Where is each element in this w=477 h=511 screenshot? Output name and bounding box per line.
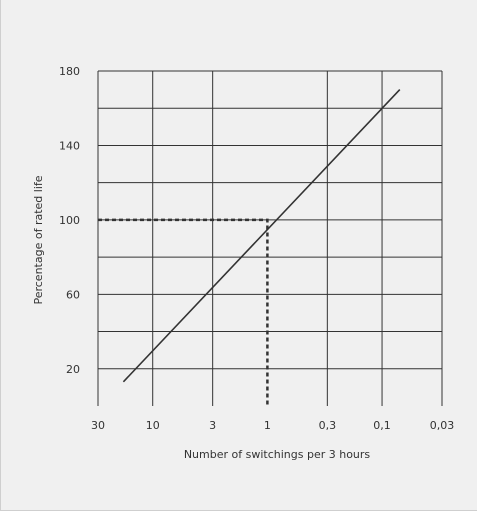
x-tick-label: 0,1	[373, 419, 391, 432]
y-tick-label: 100	[59, 214, 80, 227]
y-tick-label: 180	[59, 65, 80, 78]
series-line	[122, 89, 401, 383]
x-tick-label: 0,03	[430, 419, 455, 432]
dashed-reference-line	[98, 218, 269, 406]
y-axis-label: Percentage of rated life	[32, 175, 45, 304]
series-group	[122, 89, 401, 383]
x-tick-label: 30	[91, 419, 105, 432]
x-tick-label: 0,3	[319, 419, 337, 432]
y-tick-labels: 20 60 100 140 180	[59, 65, 80, 376]
y-tick-label: 20	[66, 363, 80, 376]
x-tick-label: 1	[264, 419, 271, 432]
y-tick-label: 60	[66, 288, 80, 301]
x-tick-label: 3	[209, 419, 216, 432]
x-tick-label: 10	[146, 419, 160, 432]
y-tick-label: 140	[59, 139, 80, 152]
x-axis-label: Number of switchings per 3 hours	[184, 448, 371, 461]
reference-lines	[98, 218, 269, 406]
grid	[97, 70, 443, 406]
x-tick-labels: 30 10 3 1 0,3 0,1 0,03	[91, 419, 454, 432]
